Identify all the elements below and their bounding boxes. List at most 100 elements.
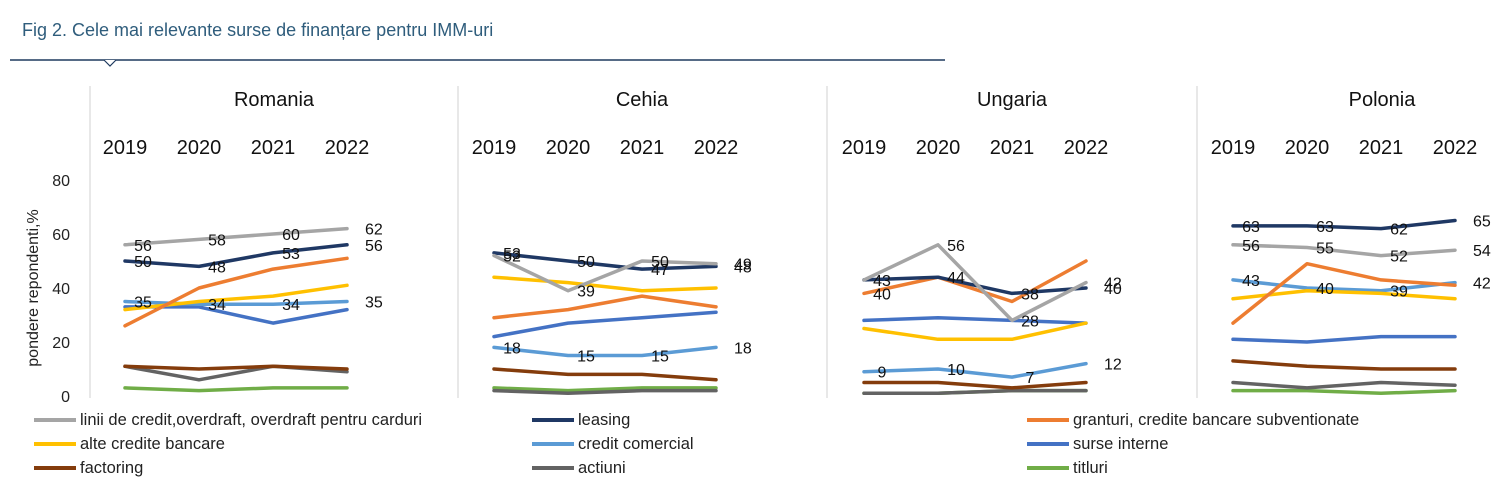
data-label: 52	[1390, 249, 1408, 266]
x-tick-label: 2021	[620, 137, 665, 159]
series-lines	[123, 218, 1457, 396]
legend-label: alte credite bancare	[80, 434, 225, 453]
x-tick-label: 2022	[694, 137, 739, 159]
series-line-ungaria	[862, 380, 1088, 390]
panel-separators	[89, 86, 1198, 398]
series-line-romania	[123, 256, 349, 328]
data-label: 48	[208, 259, 226, 276]
series-line-ungaria	[862, 361, 1088, 379]
data-label: 40	[1316, 281, 1334, 298]
panel-headers: Romania 2019 2020 2021 2022 Cehia 2019 2020 2021…	[103, 89, 1478, 159]
data-label: 56	[947, 238, 965, 255]
data-label: 50	[577, 254, 595, 271]
legend-label: factoring	[80, 458, 144, 477]
data-label: 62	[365, 222, 383, 239]
data-label: 63	[1316, 219, 1334, 236]
panel-title-cehia: Cehia	[616, 89, 669, 111]
data-label: 48	[734, 259, 752, 276]
legend-swatch	[1027, 418, 1069, 422]
data-label: 40	[873, 286, 891, 303]
data-label: 49	[734, 257, 752, 274]
series-line-cehia	[492, 294, 718, 320]
data-label: 38	[1021, 286, 1039, 303]
data-label: 35	[134, 295, 152, 312]
legend-label: credit comercial	[578, 434, 694, 453]
data-label: 7	[1026, 370, 1035, 387]
x-tick-label: 2019	[103, 137, 148, 159]
y-axis: 0 20 40 60 80 pondere repondenti,%	[25, 173, 70, 402]
y-tick-label: 80	[52, 173, 70, 190]
legend-label: actiuni	[578, 458, 626, 477]
y-tick-label: 0	[61, 389, 70, 402]
data-label: 53	[282, 246, 300, 263]
y-tick-label: 20	[52, 335, 70, 352]
data-label: 44	[947, 270, 965, 287]
series-line-romania	[123, 243, 349, 269]
series-line-romania	[123, 299, 349, 306]
series-line-cehia	[492, 386, 718, 393]
panel-title-polonia: Polonia	[1349, 89, 1417, 111]
legend-item: alte credite bancare	[34, 433, 225, 455]
series-line-ungaria	[862, 388, 1088, 396]
x-tick-label: 2020	[546, 137, 591, 159]
data-label: 56	[134, 238, 152, 255]
legend-item: titluri	[1027, 457, 1108, 479]
legend-swatch	[34, 418, 76, 422]
data-label: 54	[1473, 243, 1491, 260]
x-tick-label: 2022	[1064, 137, 1109, 159]
x-tick-label: 2020	[1285, 137, 1330, 159]
series-line-cehia	[492, 367, 718, 382]
legend-label: surse interne	[1073, 434, 1169, 453]
panel-title-ungaria: Ungaria	[977, 89, 1048, 111]
series-line-cehia	[492, 388, 718, 396]
x-tick-label: 2020	[916, 137, 961, 159]
data-label: 12	[1104, 357, 1122, 374]
data-label: 15	[651, 349, 669, 366]
series-line-ungaria	[862, 321, 1088, 342]
series-line-ungaria	[862, 243, 1088, 323]
data-label: 56	[1242, 238, 1260, 255]
data-label: 34	[208, 297, 226, 314]
data-label: 47	[651, 262, 669, 279]
x-tick-label: 2019	[842, 137, 887, 159]
series-line-polonia	[1231, 218, 1457, 231]
data-label: 9	[878, 365, 887, 382]
data-label: 63	[1242, 219, 1260, 236]
data-label: 18	[734, 340, 752, 357]
data-label: 42	[1473, 276, 1491, 293]
series-line-polonia	[1231, 380, 1457, 390]
legend-swatch	[34, 442, 76, 446]
series-line-polonia	[1231, 278, 1457, 293]
series-line-romania	[123, 364, 349, 371]
series-line-romania	[123, 226, 349, 247]
series-line-romania	[123, 283, 349, 312]
data-label: 10	[947, 362, 965, 379]
panel-title-romania: Romania	[234, 89, 315, 111]
series-line-polonia	[1231, 261, 1457, 325]
data-label: 43	[873, 273, 891, 290]
series-line-polonia	[1231, 388, 1457, 396]
legend-swatch	[1027, 466, 1069, 470]
legend-label: granturi, credite bancare subventionate	[1073, 410, 1360, 429]
series-line-cehia	[492, 345, 718, 358]
data-label: 28	[1021, 313, 1039, 330]
x-tick-label: 2022	[325, 137, 370, 159]
data-label: 56	[365, 238, 383, 255]
legend-label: linii de credit,overdraft, overdraft pen…	[80, 410, 423, 429]
series-line-polonia	[1231, 359, 1457, 371]
data-label: 40	[1104, 281, 1122, 298]
data-label: 39	[577, 284, 595, 301]
series-line-ungaria	[862, 259, 1088, 304]
series-line-polonia	[1231, 334, 1457, 344]
legend-item: credit comercial	[532, 433, 694, 455]
series-line-ungaria	[862, 315, 1088, 325]
data-label: 42	[1104, 276, 1122, 293]
series-line-ungaria	[862, 275, 1088, 296]
data-label: 58	[208, 232, 226, 249]
data-label: 43	[1242, 273, 1260, 290]
legend-item: factoring	[34, 457, 143, 479]
series-line-cehia	[492, 275, 718, 293]
y-tick-label: 60	[52, 227, 70, 244]
x-tick-label: 2021	[990, 137, 1035, 159]
series-line-polonia	[1231, 243, 1457, 258]
